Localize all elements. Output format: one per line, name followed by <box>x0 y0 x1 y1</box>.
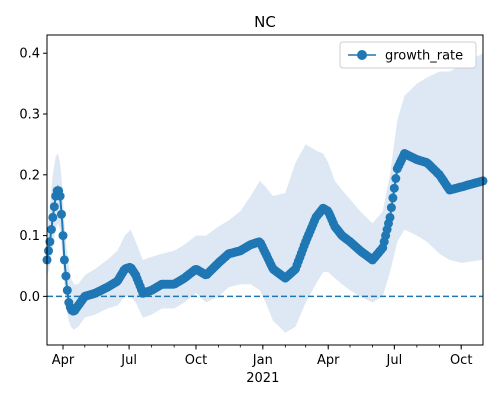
x-tick-label: Jul <box>386 353 403 368</box>
data-point <box>388 193 398 203</box>
data-point <box>44 246 53 256</box>
confidence-band-layer <box>47 53 483 333</box>
data-point <box>61 271 71 281</box>
data-point <box>45 237 55 247</box>
y-tick-label: 0.2 <box>19 168 40 183</box>
x-tick-label: Oct <box>185 353 207 368</box>
data-point <box>59 255 69 265</box>
confidence-band <box>47 53 483 333</box>
legend-box <box>339 41 477 69</box>
chart-title: NC <box>254 13 276 31</box>
series-markers-growth-rate <box>42 149 488 316</box>
legend-series-label: growth_rate <box>385 49 463 64</box>
data-point <box>55 191 65 201</box>
data-point <box>46 225 56 234</box>
y-tick-label: 0.0 <box>19 290 40 305</box>
axes-layer: 0.0 0.1 0.2 0.3 0.4 Apr Jul Oct Jan Apr Jul Oct 2021 <box>19 34 484 386</box>
legend-series-marker <box>357 50 367 60</box>
x-year-label: 2021 <box>246 371 279 386</box>
x-tick-label: Apr <box>52 353 75 368</box>
series-layer <box>42 149 488 316</box>
data-point <box>389 183 399 193</box>
data-point <box>57 209 66 219</box>
x-tick-label: Apr <box>317 353 340 368</box>
data-point <box>49 202 59 212</box>
data-point <box>391 174 401 183</box>
data-point <box>48 212 58 222</box>
x-tick-label: Jul <box>120 353 137 368</box>
data-point <box>58 231 68 241</box>
y-tick-label: 0.3 <box>19 108 40 123</box>
plot-frame <box>46 34 484 346</box>
data-point <box>385 212 395 222</box>
y-tick-label: 0.4 <box>19 47 40 62</box>
x-tick-label: Jan <box>252 353 273 368</box>
data-point <box>386 203 396 213</box>
x-tick-label: Oct <box>450 353 472 368</box>
data-point <box>62 285 72 295</box>
y-tick-label: 0.1 <box>19 229 40 244</box>
legend: growth_rate <box>339 41 477 69</box>
